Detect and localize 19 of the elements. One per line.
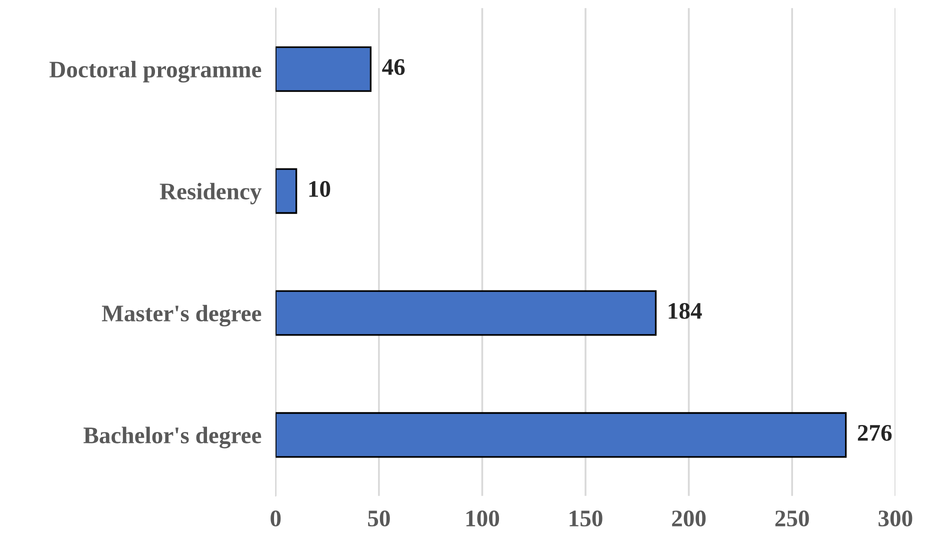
y-tick-label: Doctoral programme [50, 60, 262, 83]
x-tick-label: 0 [270, 510, 281, 526]
data-label: 10 [309, 181, 330, 197]
x-tick-label: 150 [570, 510, 602, 526]
bar [276, 412, 847, 458]
x-tick-label: 200 [672, 510, 706, 526]
x-tick-label: 100 [466, 510, 500, 526]
x-tick-label: 250 [775, 510, 809, 526]
x-tick-label: 50 [368, 510, 390, 526]
y-tick-label: Bachelor's degree [84, 426, 262, 448]
bar [276, 290, 657, 336]
data-label: 46 [382, 59, 405, 76]
y-tick-label: Master's degree [102, 304, 262, 326]
x-tick-label: 300 [878, 510, 912, 526]
bar [276, 46, 372, 92]
y-tick-label: Residency [160, 182, 262, 204]
bar [276, 168, 298, 214]
data-label: 184 [668, 302, 702, 319]
data-label: 276 [858, 425, 892, 441]
